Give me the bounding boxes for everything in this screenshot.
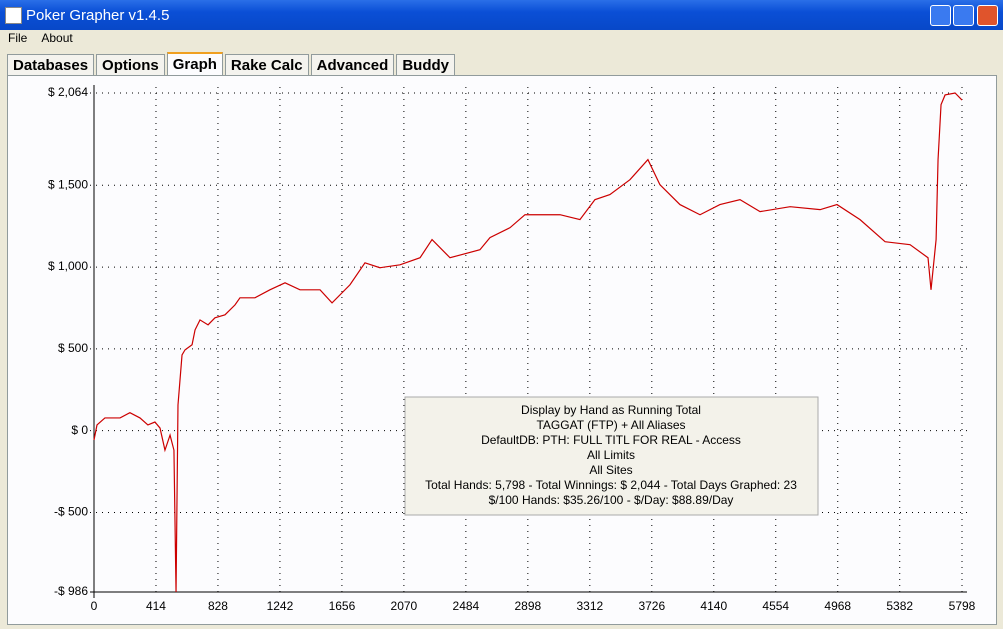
info-text: All Limits [587,448,635,462]
y-tick-label: $ 1,000 [48,259,88,273]
app-icon [5,7,22,24]
tab[interactable]: Graph [166,52,223,77]
tab-strip: Databases Options Graph Rake Calc Advanced Bu… [7,52,457,77]
tab[interactable]: Options [96,54,165,77]
x-tick-label: 1242 [267,599,294,613]
menu-item[interactable]: About [41,31,73,45]
info-text: $/100 Hands: $35.26/100 - $/Day: $88.89/… [489,493,734,507]
title-bar: Poker Grapher v1.4.5 [0,0,1003,30]
maximize-button[interactable] [953,5,974,26]
x-tick-label: 5382 [886,599,913,613]
x-tick-label: 5798 [949,599,976,613]
tab[interactable]: Rake Calc [224,54,309,77]
data-line [93,92,963,593]
x-tick-label: 2070 [391,599,418,613]
y-tick-label: $ 500 [58,341,88,355]
tab[interactable]: Databases [7,54,95,77]
close-button[interactable] [977,5,998,26]
x-tick-label: 4140 [700,599,727,613]
x-tick-label: 828 [208,599,228,613]
x-tick-label: 1656 [329,599,356,613]
y-tick-label: $ 2,064 [48,85,88,99]
info-box [404,396,819,516]
menu-item[interactable]: File [8,31,28,45]
x-tick-label: 2898 [514,599,541,613]
x-tick-label: 2484 [453,599,480,613]
minimize-button[interactable] [930,5,951,26]
x-tick-label: 3312 [576,599,603,613]
info-text: Total Hands: 5,798 - Total Winnings: $ 2… [425,478,797,492]
tab[interactable]: Advanced [310,54,395,77]
x-tick-label: 414 [146,599,166,613]
info-text: TAGGAT (FTP) + All Aliases [536,418,685,432]
x-tick-label: 4554 [762,599,789,613]
info-text: DefaultDB: PTH: FULL TITL FOR REAL - Acc… [481,433,741,447]
x-tick-label: 4968 [824,599,851,613]
y-tick-label: -$ 500 [54,505,88,519]
info-text: Display by Hand as Running Total [521,403,701,417]
menu-bar: File About [0,30,1003,48]
y-tick-label: $ 1,500 [48,177,88,191]
info-text: All Sites [589,463,632,477]
graph-panel [7,75,997,625]
y-tick-label: -$ 986 [54,584,88,598]
tab[interactable]: Buddy [396,54,455,77]
x-tick-label: 0 [91,599,98,613]
y-tick-label: $ 0 [71,423,88,437]
x-tick-label: 3726 [638,599,665,613]
window-title: Poker Grapher v1.4.5 [26,7,170,24]
